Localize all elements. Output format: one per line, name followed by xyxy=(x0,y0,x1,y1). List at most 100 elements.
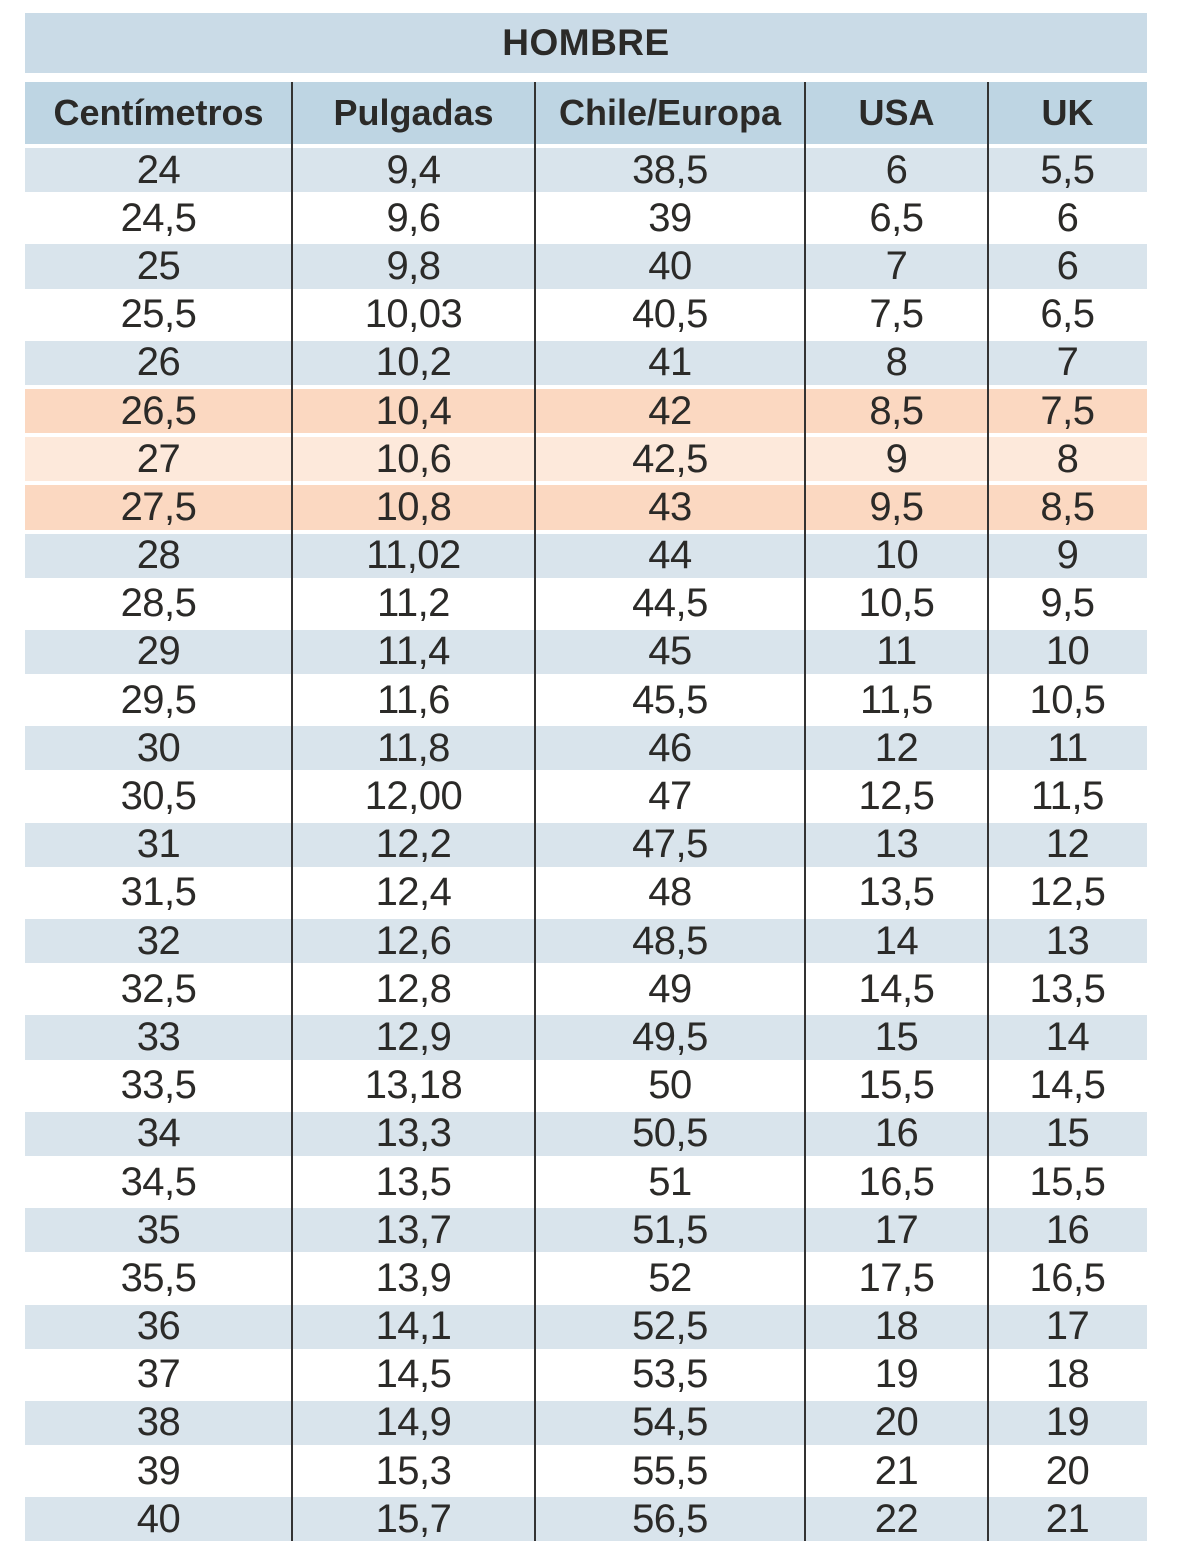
table-cell: 13,5 xyxy=(1029,967,1106,1011)
table-cell: 9,4 xyxy=(386,148,441,192)
table-cell: 11,2 xyxy=(377,581,450,626)
table-cell: 17 xyxy=(1045,1304,1090,1349)
table-cell: 51,5 xyxy=(632,1208,708,1252)
table-row: 37 14,5 53,5 19 18 xyxy=(25,1352,1147,1397)
table-cell: 38,5 xyxy=(632,148,708,192)
table-cell: 35,5 xyxy=(120,1256,197,1300)
table-cell: 14,1 xyxy=(375,1304,452,1349)
column-header: Chile/Europa xyxy=(558,92,781,133)
size-table: Centímetros Pulgadas Chile/Europa USA UK 24 9… xyxy=(25,82,1147,1542)
table-cell: 35 xyxy=(136,1208,181,1252)
table-row: 35,5 13,9 52 17,5 16,5 xyxy=(25,1256,1147,1301)
table-cell: 21 xyxy=(1045,1497,1090,1541)
table-cell: 10,4 xyxy=(375,388,452,433)
table-row: 29 11,4 45 11 10 xyxy=(25,629,1147,675)
table-cell: 12,9 xyxy=(375,1015,452,1059)
table-cell: 48,5 xyxy=(632,919,708,963)
table-cell: 25 xyxy=(136,244,181,288)
table-cell: 10 xyxy=(1045,629,1090,674)
table-row: 27 10,6 42,5 9 8 xyxy=(25,437,1147,482)
table-cell: 19 xyxy=(1045,1400,1090,1445)
table-cell: 10,2 xyxy=(375,340,452,385)
table-cell: 14,5 xyxy=(1029,1063,1106,1108)
table-cell: 7 xyxy=(1056,340,1079,385)
table-cell: 12,5 xyxy=(858,774,935,819)
table-cell: 6,5 xyxy=(1040,292,1095,337)
table-row: 26 10,2 41 8 7 xyxy=(25,340,1147,385)
table-cell: 8 xyxy=(1056,437,1079,481)
table-cell: 14 xyxy=(874,919,919,963)
table-cell: 11 xyxy=(876,629,917,674)
table-row: 24,5 9,6 39 6,5 6 xyxy=(25,196,1147,241)
table-cell: 44,5 xyxy=(632,581,708,626)
table-cell: 13,5 xyxy=(858,870,935,915)
table-cell: 11,5 xyxy=(860,678,933,722)
table-cell: 9,5 xyxy=(869,485,924,529)
table-row: 27,5 10,8 43 9,5 8,5 xyxy=(25,485,1147,530)
table-cell: 12,8 xyxy=(375,967,452,1011)
table-cell: 30,5 xyxy=(120,774,197,819)
table-cell: 16 xyxy=(1045,1208,1090,1252)
table-cell: 14 xyxy=(1045,1015,1090,1059)
table-cell: 10,6 xyxy=(375,437,452,481)
table-cell: 18 xyxy=(874,1304,919,1349)
table-cell: 13,9 xyxy=(375,1256,452,1300)
table-cell: 15,5 xyxy=(1029,1159,1106,1204)
column-header: Centímetros xyxy=(53,92,264,133)
table-cell: 19 xyxy=(874,1352,919,1397)
table-cell: 14,9 xyxy=(375,1400,452,1445)
column-divider xyxy=(534,82,536,1542)
table-row: 28,5 11,2 44,5 10,5 9,5 xyxy=(25,581,1147,626)
table-cell: 39 xyxy=(648,196,692,240)
table-cell: 24 xyxy=(136,148,181,192)
table-row: 39 15,3 55,5 21 20 xyxy=(25,1449,1147,1494)
table-cell: 11,5 xyxy=(1031,774,1104,819)
table-cell: 49,5 xyxy=(632,1015,708,1059)
table-cell: 42 xyxy=(648,388,692,433)
column-header: UK xyxy=(1041,92,1094,133)
table-cell: 16 xyxy=(874,1111,919,1156)
table-cell: 28 xyxy=(136,533,181,578)
table-cell: 8,5 xyxy=(869,388,924,433)
table-cell: 40 xyxy=(136,1497,181,1541)
table-cell: 24,5 xyxy=(120,196,197,240)
table-cell: 30 xyxy=(136,726,181,770)
table-cell: 39 xyxy=(136,1449,181,1493)
table-cell: 50,5 xyxy=(632,1111,708,1156)
table-cell: 20 xyxy=(874,1400,919,1445)
table-row: 32,5 12,8 49 14,5 13,5 xyxy=(25,967,1147,1012)
column-divider xyxy=(987,82,989,1542)
table-cell: 32 xyxy=(136,919,181,963)
table-row: 36 14,1 52,5 18 17 xyxy=(25,1304,1147,1349)
table-cell: 10 xyxy=(874,533,919,578)
table-cell: 37 xyxy=(136,1352,181,1397)
table-row: 35 13,7 51,5 17 16 xyxy=(25,1208,1147,1253)
table-row: 29,5 11,6 45,5 11,5 10,5 xyxy=(25,678,1147,723)
table-cell: 6 xyxy=(1056,244,1079,288)
table-cell: 11,6 xyxy=(377,678,450,722)
table-row: 33 12,9 49,5 15 14 xyxy=(25,1015,1147,1060)
table-cell: 14,5 xyxy=(858,967,935,1011)
table-cell: 29 xyxy=(136,629,181,674)
table-cell: 12,4 xyxy=(375,870,452,915)
table-cell: 6,5 xyxy=(869,196,924,240)
table-cell: 10,5 xyxy=(858,581,935,626)
column-header: Pulgadas xyxy=(333,92,494,133)
table-cell: 40,5 xyxy=(632,292,708,337)
table-cell: 49 xyxy=(648,967,692,1011)
table-cell: 15,5 xyxy=(858,1063,935,1108)
table-cell: 32,5 xyxy=(120,967,197,1011)
table-row: 31 12,2 47,5 13 12 xyxy=(25,822,1147,867)
column-header: USA xyxy=(858,92,935,133)
table-cell: 48 xyxy=(648,870,692,915)
table-cell: 45,5 xyxy=(632,678,708,722)
table-row: 28 11,02 44 10 9 xyxy=(25,533,1147,578)
table-cell: 9,8 xyxy=(386,244,441,288)
table-cell: 31,5 xyxy=(120,870,197,915)
table-cell: 13 xyxy=(874,822,919,867)
table-row: 34,5 13,5 51 16,5 15,5 xyxy=(25,1159,1147,1205)
table-cell: 12,2 xyxy=(375,822,452,867)
table-row: 40 15,7 56,5 22 21 xyxy=(25,1497,1147,1542)
table-cell: 17,5 xyxy=(858,1256,935,1300)
